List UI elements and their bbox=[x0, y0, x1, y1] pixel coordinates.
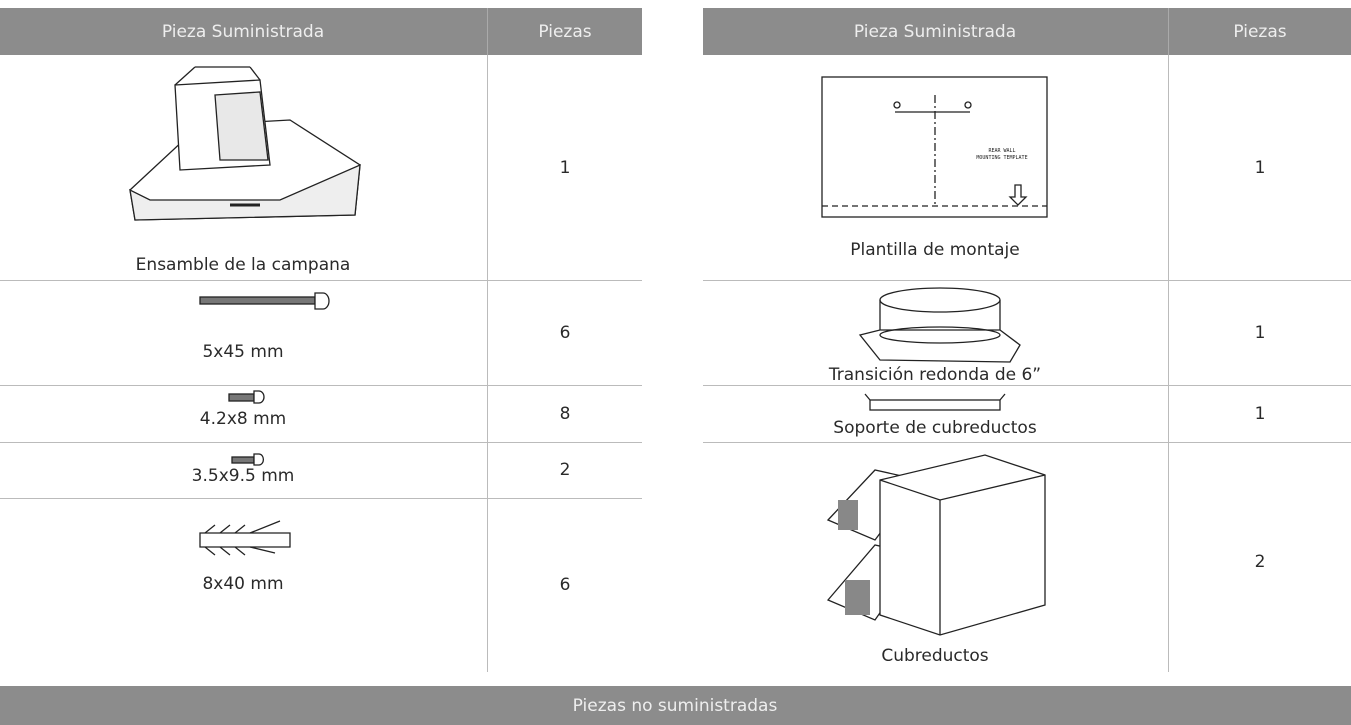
row-line bbox=[0, 442, 642, 443]
item-label: Transición redonda de 6” bbox=[828, 365, 1042, 385]
transition-illustration bbox=[858, 287, 1021, 363]
row-line bbox=[703, 280, 1351, 281]
item-label: 8x40 mm bbox=[202, 574, 284, 594]
item-label: 3.5x9.5 mm bbox=[191, 466, 295, 486]
quantity: 2 bbox=[559, 460, 571, 480]
divider bbox=[1168, 55, 1169, 672]
quantity: 2 bbox=[1254, 552, 1266, 572]
quantity: 6 bbox=[559, 323, 571, 343]
screw-illustration bbox=[199, 292, 330, 466]
divider bbox=[1168, 8, 1169, 55]
anchor-illustration bbox=[199, 520, 291, 556]
hood-illustration bbox=[129, 66, 361, 221]
row-line bbox=[703, 385, 1351, 386]
quantity: 6 bbox=[559, 575, 571, 595]
duct-cover-illustration bbox=[826, 454, 1046, 636]
quantity: 1 bbox=[559, 158, 571, 178]
quantity: 1 bbox=[1254, 404, 1266, 424]
header: Pieza Suministrada bbox=[161, 22, 325, 42]
quantity: 1 bbox=[1254, 323, 1266, 343]
row-line bbox=[0, 280, 642, 281]
quantity: 1 bbox=[1254, 158, 1266, 178]
row-line bbox=[0, 385, 642, 386]
item-label: Ensamble de la campana bbox=[135, 255, 351, 275]
header: Piezas bbox=[1233, 22, 1287, 42]
item-label: Plantilla de montaje bbox=[850, 240, 1020, 260]
header: Pieza Suministrada bbox=[853, 22, 1017, 42]
header: Piezas bbox=[538, 22, 592, 42]
item-label: Cubreductos bbox=[881, 646, 989, 666]
item-label: Soporte de cubreductos bbox=[833, 418, 1037, 438]
footer-header: Piezas no suministradas bbox=[572, 696, 778, 716]
item-label: 4.2x8 mm bbox=[199, 409, 287, 429]
quantity: 8 bbox=[559, 404, 571, 424]
divider bbox=[487, 8, 488, 55]
template-text: MOUNTING TEMPLATE bbox=[976, 155, 1027, 161]
item-label: 5x45 mm bbox=[202, 342, 284, 362]
row-line bbox=[703, 442, 1351, 443]
row-line bbox=[0, 498, 642, 499]
header-bar bbox=[0, 8, 642, 55]
footer-bar bbox=[0, 686, 1351, 725]
bracket-illustration bbox=[864, 393, 1006, 411]
divider bbox=[487, 55, 488, 672]
header-bar bbox=[703, 8, 1351, 55]
template-text: REAR WALL bbox=[988, 148, 1015, 154]
template-illustration bbox=[821, 76, 1048, 218]
